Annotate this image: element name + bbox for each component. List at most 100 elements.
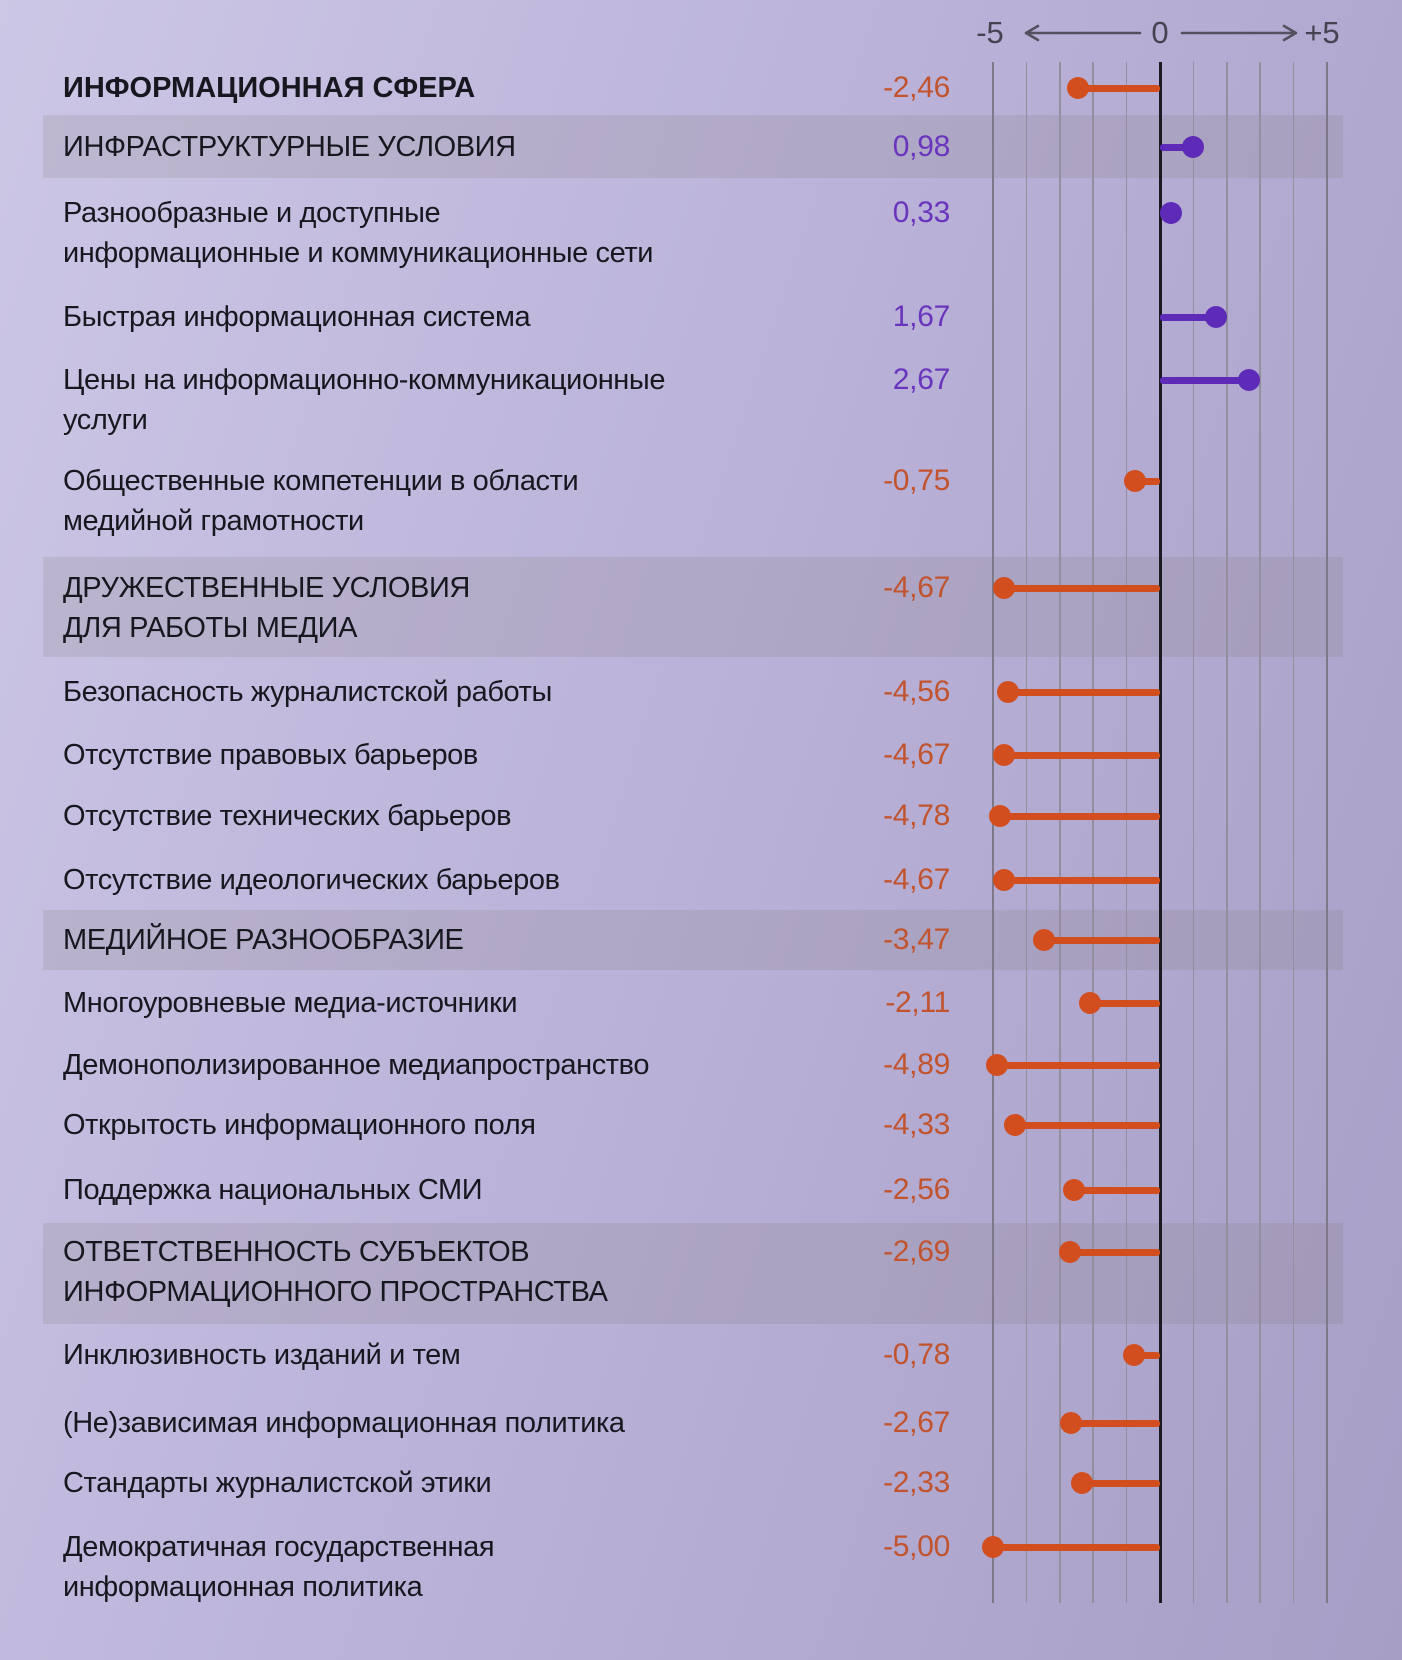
row-value: -2,46 bbox=[883, 71, 950, 104]
row-label: ИНФОРМАЦИОННАЯ СФЕРА bbox=[63, 68, 475, 108]
data-point bbox=[1033, 929, 1056, 951]
row-label-line: Быстрая информационная система bbox=[63, 301, 531, 333]
gridline bbox=[1326, 62, 1328, 1603]
row-label-line: ОТВЕТСТВЕННОСТЬ СУБЪЕКТОВ bbox=[63, 1236, 530, 1268]
data-point bbox=[1204, 306, 1227, 328]
gridline bbox=[992, 62, 994, 1603]
row-label-line: Отсутствие идеологических барьеров bbox=[63, 864, 560, 896]
row-value: -2,56 bbox=[883, 1173, 950, 1206]
data-stem bbox=[1133, 1351, 1160, 1359]
row-value: 0,98 bbox=[892, 130, 951, 163]
row-value: -4,78 bbox=[883, 799, 950, 832]
data-stem bbox=[1160, 143, 1193, 151]
data-stem bbox=[1004, 584, 1160, 592]
data-point bbox=[1066, 77, 1089, 99]
data-point bbox=[989, 805, 1012, 827]
row-label-line: информационные и коммуникационные сети bbox=[63, 237, 654, 269]
data-point bbox=[996, 681, 1019, 703]
data-stem bbox=[1015, 1121, 1160, 1129]
row-label: Поддержка национальных СМИ bbox=[63, 1170, 483, 1210]
data-point bbox=[1238, 369, 1261, 391]
row-label: ДРУЖЕСТВЕННЫЕ УСЛОВИЯ ДЛЯ РАБОТЫ МЕДИА bbox=[63, 568, 470, 648]
data-stem bbox=[996, 1061, 1160, 1069]
row-value: 2,67 bbox=[892, 363, 951, 396]
axis-max-label: +5 bbox=[1304, 15, 1340, 50]
data-point bbox=[982, 1536, 1004, 1558]
row-label-line: МЕДИЙНОЕ РАЗНООБРАЗИЕ bbox=[63, 924, 464, 956]
row-label-line: Демонополизированное медиапространство bbox=[63, 1049, 650, 1081]
row-label-line: Разнообразные и доступные bbox=[63, 197, 441, 229]
data-stem bbox=[1070, 1419, 1160, 1427]
data-point bbox=[1078, 992, 1101, 1014]
row-label-line: Безопасность журналистской работы bbox=[63, 676, 552, 708]
data-stem bbox=[1134, 477, 1160, 485]
row-label: Разнообразные и доступные информационные … bbox=[63, 193, 654, 273]
row-label: Отсутствие правовых барьеров bbox=[63, 735, 478, 775]
row-label: Отсутствие идеологических барьеров bbox=[63, 860, 560, 900]
row-label: ИНФРАСТРУКТУРНЫЕ УСЛОВИЯ bbox=[63, 127, 516, 167]
data-stem bbox=[1000, 812, 1160, 820]
row-label: Общественные компетенции в области медийн… bbox=[63, 461, 579, 541]
row-label: МЕДИЙНОЕ РАЗНООБРАЗИЕ bbox=[63, 920, 464, 960]
row-label: Безопасность журналистской работы bbox=[63, 672, 552, 712]
row-label: Демонополизированное медиапространство bbox=[63, 1045, 649, 1085]
row-value: -4,33 bbox=[883, 1108, 950, 1141]
data-point bbox=[1004, 1114, 1027, 1136]
row-label: ОТВЕТСТВЕННОСТЬ СУБЪЕКТОВ ИНФОРМАЦИОННОГО… bbox=[63, 1232, 608, 1312]
data-stem bbox=[1044, 936, 1160, 944]
row-value: -0,78 bbox=[883, 1338, 950, 1371]
row-label: (Не)зависимая информационная политика bbox=[63, 1403, 625, 1443]
gridline bbox=[1259, 62, 1261, 1603]
data-point bbox=[1160, 202, 1183, 224]
gridline bbox=[1226, 62, 1228, 1603]
row-label: Демократичная государственная информацион… bbox=[63, 1527, 495, 1607]
row-label-line: ИНФРАСТРУКТУРНЫЕ УСЛОВИЯ bbox=[63, 131, 516, 163]
data-point bbox=[1059, 1241, 1082, 1263]
data-stem bbox=[1082, 1479, 1160, 1487]
row-label-line: услуги bbox=[63, 404, 148, 436]
data-stem bbox=[993, 1543, 1160, 1551]
data-stem bbox=[1160, 376, 1250, 384]
row-label: Многоуровневые медиа-источники bbox=[63, 983, 518, 1023]
row-label-line: Стандарты журналистской этики bbox=[63, 1467, 492, 1499]
row-label-line: информационная политика bbox=[63, 1571, 423, 1603]
data-point bbox=[993, 744, 1016, 766]
gridline bbox=[1059, 62, 1061, 1603]
data-point bbox=[1071, 1472, 1094, 1494]
data-point bbox=[1063, 1179, 1086, 1201]
row-value: -2,69 bbox=[883, 1235, 950, 1268]
gridline bbox=[1125, 62, 1128, 1603]
data-point bbox=[985, 1054, 1008, 1076]
row-label: Цены на информационно-коммуникационные ус… bbox=[63, 360, 666, 440]
row-label-line: Отсутствие технических барьеров bbox=[63, 800, 512, 832]
row-label-line: Открытость информационного поля bbox=[63, 1109, 536, 1141]
row-label: Открытость информационного поля bbox=[63, 1105, 536, 1145]
row-value: 1,67 bbox=[892, 300, 951, 333]
gridline bbox=[1025, 62, 1028, 1603]
row-label-line: Демократичная государственная bbox=[63, 1531, 495, 1563]
row-label-line: Поддержка национальных СМИ bbox=[63, 1174, 483, 1206]
row-label-line: ИНФОРМАЦИОННОГО ПРОСТРАНСТВА bbox=[63, 1276, 608, 1308]
data-point bbox=[993, 869, 1016, 891]
axis-arrow-right-icon bbox=[1180, 24, 1298, 42]
row-label-line: Общественные компетенции в области bbox=[63, 465, 579, 497]
row-value: -4,89 bbox=[883, 1048, 950, 1081]
data-point bbox=[1122, 1344, 1145, 1366]
row-label: Отсутствие технических барьеров bbox=[63, 796, 511, 836]
data-stem bbox=[1089, 999, 1160, 1007]
row-label-line: ДРУЖЕСТВЕННЫЕ УСЛОВИЯ bbox=[63, 572, 470, 604]
row-value: -4,67 bbox=[883, 863, 950, 896]
data-point bbox=[1181, 136, 1204, 158]
row-label-line: Инклюзивность изданий и тем bbox=[63, 1339, 461, 1371]
row-label-line: медийной грамотности bbox=[63, 505, 364, 537]
data-stem bbox=[1070, 1248, 1160, 1256]
gridline bbox=[1092, 62, 1094, 1603]
row-value: -3,47 bbox=[883, 923, 950, 956]
data-stem bbox=[1004, 751, 1160, 759]
row-value: 0,33 bbox=[892, 196, 951, 229]
row-value: -2,33 bbox=[883, 1466, 950, 1499]
row-label-line: (Не)зависимая информационная политика bbox=[63, 1407, 625, 1439]
row-label: Стандарты журналистской этики bbox=[63, 1463, 492, 1503]
data-stem bbox=[1074, 1186, 1160, 1194]
